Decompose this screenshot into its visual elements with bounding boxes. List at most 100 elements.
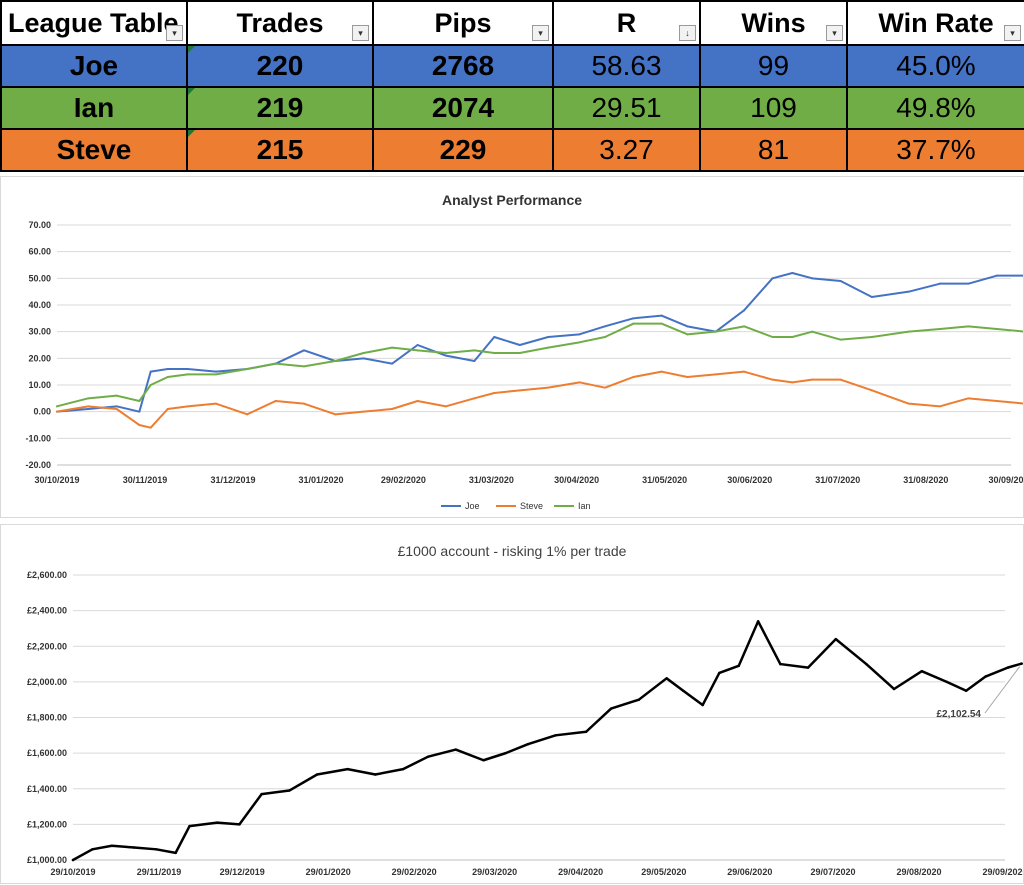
data-point [870,389,873,392]
cell-wins[interactable]: 109 [699,86,848,130]
sort-descending-icon[interactable]: ↓ [679,25,696,41]
data-point [939,405,942,408]
x-tick-label: 30/11/2019 [123,475,168,485]
x-tick-label: 30/06/2020 [727,475,772,485]
account-growth-chart[interactable]: £1000 account - risking 1% per trade £1,… [0,524,1024,884]
cell-pips[interactable]: 2768 [372,44,554,88]
cell-trades[interactable]: 215 [186,128,374,172]
data-point [518,389,521,392]
table-row[interactable]: Steve 215 229 3.27 81 37.7% [0,128,1024,172]
data-point [174,851,177,855]
data-point [115,408,118,410]
data-point [945,680,948,684]
x-tick-label: 29/10/2019 [50,867,95,877]
cell-wins[interactable]: 81 [699,128,848,172]
data-point [811,277,814,280]
data-point [454,748,458,751]
series-line [56,322,1023,408]
filter-dropdown-icon[interactable]: ▾ [166,25,183,41]
cell-r[interactable]: 29.51 [552,86,701,130]
data-point [149,426,152,429]
data-point [91,848,94,851]
cell-trades[interactable]: 219 [186,86,374,130]
analyst-performance-chart[interactable]: Analyst Performance -20.00 -10.00 0.00 10.0… [0,176,1024,518]
cell-wins[interactable]: 99 [699,44,848,88]
data-point [907,290,910,293]
cell-win-rate[interactable]: 45.0% [846,44,1024,88]
filter-dropdown-icon[interactable]: ▾ [1004,25,1021,41]
cell-win-rate[interactable]: 49.8% [846,86,1024,130]
cell-name[interactable]: Joe [0,44,188,88]
table-row[interactable]: Ian 219 2074 29.51 109 49.8% [0,86,1024,130]
filter-dropdown-icon[interactable]: ▾ [532,25,549,41]
data-point [714,373,717,376]
data-point [186,373,189,376]
series-line [56,370,1023,429]
cell-name[interactable]: Steve [0,128,188,172]
data-point [303,402,306,405]
data-point [771,277,774,280]
data-point [791,381,794,384]
data-point [839,338,842,341]
cell-r[interactable]: 58.63 [552,44,701,88]
data-point [56,405,58,408]
cell-trades[interactable]: 220 [186,44,374,88]
cell-pips[interactable]: 229 [372,128,554,172]
data-point [718,671,721,675]
data-point [87,405,90,408]
data-point [246,413,249,416]
data-point [865,662,868,666]
data-point [303,365,306,368]
data-point [791,336,794,338]
data-point [87,397,90,400]
filter-dropdown-icon[interactable]: ▾ [352,25,369,41]
data-point [391,346,394,349]
cell-win-rate[interactable]: 37.7% [846,128,1024,172]
col-header-pips: Pips ▾ [372,0,554,46]
data-point [939,282,942,285]
y-tick-label: £2,400.00 [27,606,67,616]
y-tick-label: £1,000.00 [27,855,67,865]
y-tick-label: 50.00 [28,273,51,283]
data-label: £2,102.54 [937,709,982,720]
x-tick-label: 29/02/2020 [381,475,426,485]
data-point [215,402,217,405]
y-tick-label: £2,600.00 [27,570,67,580]
data-point [578,381,581,384]
data-point [791,272,794,274]
legend-label: Ian [578,501,591,511]
data-point [737,664,740,668]
data-label-leader [984,666,1021,714]
y-tick-label: £1,800.00 [27,713,67,723]
data-point [771,336,774,338]
data-point [771,378,774,381]
data-point [518,344,521,346]
data-point [756,620,760,623]
table-row[interactable]: Joe 220 2768 58.63 99 45.0% [0,44,1024,88]
analyst-performance-plot: -20.00 -10.00 0.00 10.00 20.00 30.00 40.00 50.0… [25,220,1023,511]
data-point [632,317,635,320]
data-point [939,328,942,330]
x-tick-label: 30/10/2019 [34,475,79,485]
data-point [473,349,476,352]
data-point [920,669,924,673]
data-point [444,405,447,408]
data-point [578,341,581,344]
y-tick-label: 70.00 [28,220,51,230]
cell-pips[interactable]: 2074 [372,86,554,130]
cell-name[interactable]: Ian [0,86,188,130]
filter-dropdown-icon[interactable]: ▾ [826,25,843,41]
data-point [1020,662,1023,665]
data-point [166,368,169,370]
data-point [603,336,606,338]
data-point [260,792,263,796]
data-point [967,325,970,328]
legend-label: Steve [520,501,543,511]
col-header-trades: Trades ▾ [186,0,374,46]
data-point [132,846,136,849]
data-point [274,362,277,365]
x-tick-label: 31/07/2020 [815,475,860,485]
data-point [686,333,689,336]
data-point [482,759,485,762]
cell-r[interactable]: 3.27 [552,128,701,172]
